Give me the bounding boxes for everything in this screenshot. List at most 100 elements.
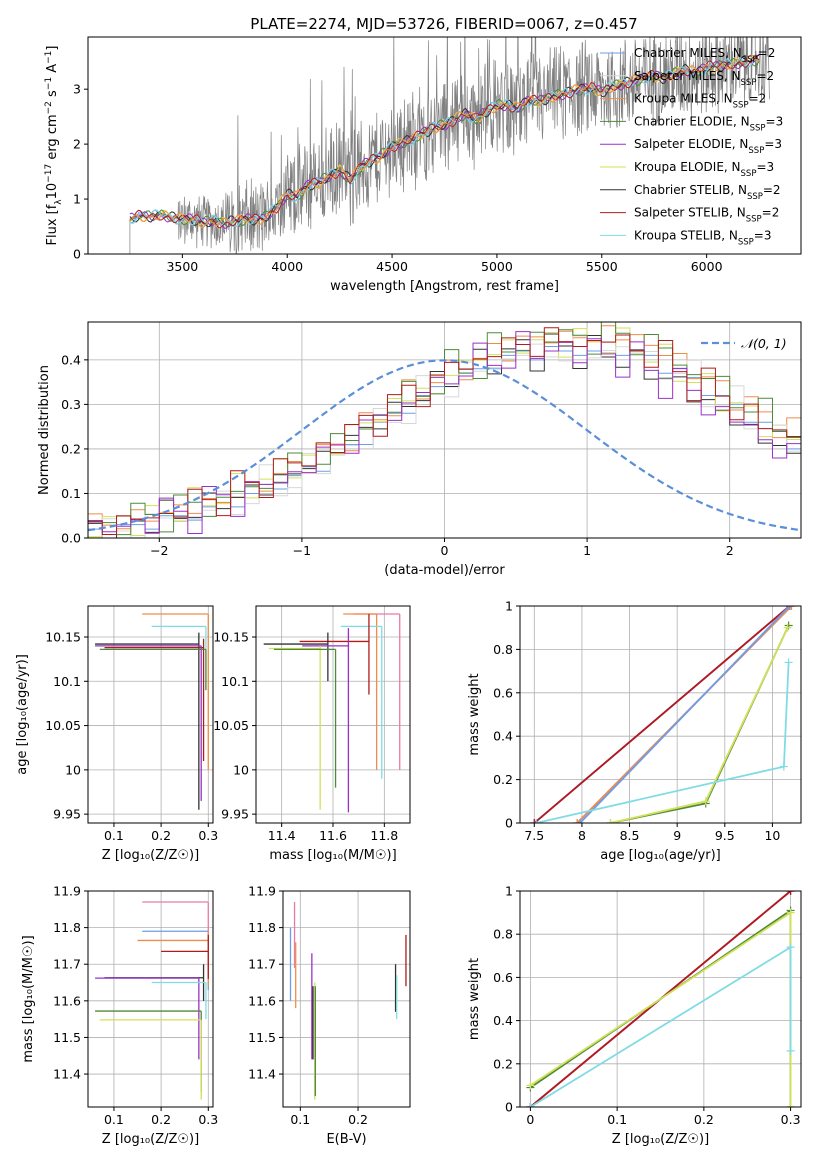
plot-area bbox=[95, 613, 209, 810]
x-tick-label: 9.5 bbox=[715, 828, 735, 843]
y-tick-label: 0.4 bbox=[493, 1013, 513, 1028]
errorbar-point bbox=[343, 613, 378, 770]
y-tick-label: 2 bbox=[73, 137, 81, 152]
cumulative-line bbox=[529, 908, 792, 1107]
label-sup: −2 bbox=[44, 101, 54, 114]
x-tick-label: 4000 bbox=[271, 259, 303, 274]
legend-value: =2 bbox=[762, 206, 780, 220]
y-tick-label: 11.6 bbox=[53, 993, 81, 1008]
x-tick-label: 0.2 bbox=[151, 828, 171, 843]
errorbar-point bbox=[151, 981, 207, 1020]
legend-label: Kroupa STELIB, NSSP=3 bbox=[634, 228, 772, 247]
y-axis-label: Normed distribution bbox=[37, 365, 52, 495]
x-tick-label: 11.4 bbox=[268, 828, 296, 843]
y-tick-label: 11.4 bbox=[248, 1067, 276, 1082]
histogram-step bbox=[88, 322, 801, 536]
panels: 3500 4000 4500 5000 5500 6000 0 1 2 3 wavelength [… bbox=[15, 36, 802, 1147]
plot-area bbox=[526, 891, 795, 1107]
errorbar-point bbox=[268, 645, 321, 810]
y-tick-label: 0.4 bbox=[493, 729, 513, 744]
cumulative-line bbox=[536, 662, 790, 823]
legend-label: 𝒩(0, 1) bbox=[741, 336, 787, 351]
y-tick-label: 0.2 bbox=[493, 772, 513, 787]
plus-marker bbox=[526, 1103, 535, 1107]
x-tick-label: 10 bbox=[764, 828, 780, 843]
y-tick-label: 11.9 bbox=[53, 884, 81, 899]
cumulative-line bbox=[529, 910, 792, 1107]
plus-marker bbox=[786, 943, 795, 952]
y-tick-label: 3 bbox=[73, 82, 81, 97]
plus-marker bbox=[784, 621, 793, 630]
y-axis-label: mass [log₁₀(M/M☉)] bbox=[21, 935, 36, 1062]
ticks: 11.4 11.6 11.8 9.95 10 10.05 10.1 10.15 bbox=[213, 630, 398, 844]
gridlines bbox=[88, 606, 213, 823]
y-tick-label: 11.5 bbox=[53, 1030, 81, 1045]
ticks: −2 −1 0 1 2 0.0 0.1 0.2 0.3 0.4 bbox=[61, 352, 734, 558]
gridlines bbox=[520, 605, 801, 824]
y-tick-label: 0.1 bbox=[61, 486, 81, 501]
y-tick-label: 0.0 bbox=[61, 531, 81, 546]
x-axis-label: wavelength [Angstrom, rest frame] bbox=[330, 279, 559, 294]
plot-area bbox=[530, 606, 796, 823]
legend-sub: SSP bbox=[733, 101, 749, 111]
plus-marker bbox=[530, 819, 539, 823]
massweight_vs_Z-panel: 0 0.1 0.2 0.3 0 0.2 0.4 0.6 0.8 1 Z [log₁₀(Z/Z☉)] m… bbox=[467, 884, 802, 1147]
plus-marker bbox=[779, 762, 788, 771]
legend-label: Kroupa ELODIE, NSSP=3 bbox=[634, 160, 774, 179]
x-axis-label: age [log₁₀(age/yr)] bbox=[600, 848, 721, 863]
x-tick-label: 0.1 bbox=[104, 1112, 124, 1127]
legend-value: =2 bbox=[756, 69, 774, 83]
errorbar-point bbox=[95, 632, 200, 810]
plus-marker bbox=[786, 1046, 795, 1055]
y-tick-label: 10 bbox=[233, 762, 249, 777]
cumulative-line bbox=[610, 625, 790, 823]
plus-marker bbox=[786, 908, 795, 917]
y-tick-label: 0.2 bbox=[493, 1056, 513, 1071]
errorbar-point bbox=[151, 625, 207, 691]
errorbar-point bbox=[299, 613, 370, 695]
axes-frame bbox=[87, 890, 214, 1108]
errorbar-point bbox=[99, 1019, 202, 1100]
x-axis-label: Z [log₁₀(Z/Z☉)] bbox=[102, 1132, 199, 1147]
legend-sub: SSP bbox=[741, 169, 757, 179]
y-tick-label: 0.6 bbox=[493, 970, 513, 985]
plus-marker bbox=[784, 658, 793, 667]
plus-marker bbox=[786, 891, 795, 895]
y-tick-label: 0 bbox=[73, 247, 81, 262]
plus-marker bbox=[787, 606, 796, 610]
y-tick-label: 9.95 bbox=[221, 807, 249, 822]
x-tick-label: 0.1 bbox=[607, 1112, 627, 1127]
plot-area bbox=[289, 901, 407, 1100]
legend: 𝒩(0, 1) bbox=[701, 336, 787, 351]
y-tick-label: 11.8 bbox=[53, 920, 81, 935]
label-sup: −1 bbox=[44, 51, 54, 64]
y-tick-label: 11.5 bbox=[248, 1030, 276, 1045]
histogram-step bbox=[88, 327, 801, 535]
errorbar-point bbox=[104, 638, 205, 761]
x-tick-label: 0.2 bbox=[151, 1112, 171, 1127]
legend-label: Chabrier STELIB, NSSP=2 bbox=[634, 183, 781, 202]
x-tick-label: 0.1 bbox=[290, 1112, 310, 1127]
ticks: 0 0.1 0.2 0.3 0 0.2 0.4 0.6 0.8 1 bbox=[493, 884, 800, 1128]
x-tick-label: 1 bbox=[583, 543, 591, 558]
x-tick-label: 0 bbox=[526, 1112, 534, 1127]
x-tick-label: 9 bbox=[673, 828, 681, 843]
axes-frame bbox=[87, 321, 802, 539]
massweight_vs_age-panel: 7.5 8 8.5 9 9.5 10 0 0.2 0.4 0.6 0.8 1 age [log₁₀(ag… bbox=[467, 599, 802, 863]
gridlines bbox=[256, 606, 410, 823]
label-sub: λ bbox=[54, 199, 64, 205]
x-axis-label: E(B-V) bbox=[326, 1132, 366, 1147]
x-tick-label: 7.5 bbox=[524, 828, 544, 843]
plus-marker bbox=[576, 819, 585, 823]
x-tick-label: 0.3 bbox=[781, 1112, 801, 1127]
y-axis-label: Flux [fλ10−17 erg cm−2 s−1 A−1] bbox=[44, 46, 64, 246]
ticks: 0.1 0.2 0.3 9.95 10 10.05 10.1 10.15 bbox=[45, 630, 218, 844]
plus-marker bbox=[785, 606, 794, 610]
legend-sub: SSP bbox=[747, 192, 763, 202]
x-axis-label: mass [log₁₀(M/M☉)] bbox=[269, 848, 396, 863]
y-tick-label: 1 bbox=[505, 884, 513, 899]
x-tick-label: 0.3 bbox=[198, 828, 218, 843]
y-tick-label: 0 bbox=[505, 816, 513, 831]
cumulative-line bbox=[610, 627, 789, 823]
